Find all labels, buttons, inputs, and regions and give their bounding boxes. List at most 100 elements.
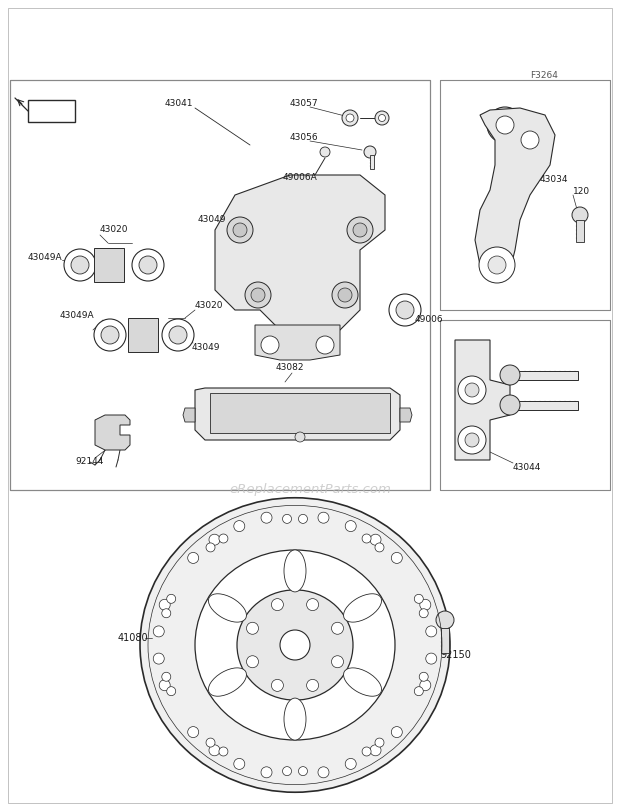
Circle shape bbox=[209, 744, 220, 756]
Ellipse shape bbox=[284, 698, 306, 740]
Ellipse shape bbox=[251, 288, 265, 302]
Circle shape bbox=[487, 107, 523, 143]
Circle shape bbox=[247, 656, 259, 667]
Circle shape bbox=[261, 336, 279, 354]
Text: 41080: 41080 bbox=[118, 633, 149, 643]
Text: 43049A: 43049A bbox=[28, 254, 63, 263]
Text: 43049: 43049 bbox=[192, 344, 221, 353]
Ellipse shape bbox=[396, 301, 414, 319]
Circle shape bbox=[362, 747, 371, 756]
Ellipse shape bbox=[71, 256, 89, 274]
Circle shape bbox=[283, 766, 291, 775]
Circle shape bbox=[370, 534, 381, 545]
Circle shape bbox=[234, 758, 245, 770]
Ellipse shape bbox=[343, 594, 381, 622]
Circle shape bbox=[298, 766, 308, 775]
Ellipse shape bbox=[347, 217, 373, 243]
Circle shape bbox=[167, 594, 175, 603]
Circle shape bbox=[458, 376, 486, 404]
Ellipse shape bbox=[332, 282, 358, 308]
Text: 43044: 43044 bbox=[513, 464, 541, 473]
Ellipse shape bbox=[162, 319, 194, 351]
Text: 43082: 43082 bbox=[276, 363, 304, 372]
Circle shape bbox=[162, 672, 170, 681]
Polygon shape bbox=[215, 175, 385, 330]
Bar bbox=[441, 628, 449, 653]
Text: 43049: 43049 bbox=[198, 216, 226, 225]
Circle shape bbox=[391, 552, 402, 564]
Ellipse shape bbox=[343, 668, 381, 696]
Circle shape bbox=[219, 747, 228, 756]
Ellipse shape bbox=[245, 282, 271, 308]
Polygon shape bbox=[183, 408, 195, 422]
Circle shape bbox=[298, 514, 308, 523]
Circle shape bbox=[159, 680, 170, 691]
Bar bbox=[370, 155, 374, 169]
Circle shape bbox=[500, 395, 520, 415]
Text: 49006: 49006 bbox=[415, 315, 444, 324]
Circle shape bbox=[283, 514, 291, 523]
Polygon shape bbox=[255, 325, 340, 360]
Circle shape bbox=[295, 432, 305, 442]
Text: 49006A: 49006A bbox=[283, 174, 317, 182]
Circle shape bbox=[307, 599, 319, 611]
Bar bbox=[128, 318, 158, 352]
Circle shape bbox=[364, 146, 376, 158]
Circle shape bbox=[206, 738, 215, 747]
Circle shape bbox=[426, 626, 436, 637]
Ellipse shape bbox=[64, 249, 96, 281]
Text: 43020: 43020 bbox=[195, 301, 223, 310]
Bar bbox=[576, 220, 584, 242]
Polygon shape bbox=[10, 80, 430, 490]
Circle shape bbox=[318, 767, 329, 778]
Ellipse shape bbox=[195, 550, 395, 740]
Text: F3264: F3264 bbox=[530, 71, 558, 79]
Circle shape bbox=[261, 767, 272, 778]
Text: 43034: 43034 bbox=[540, 175, 569, 184]
Ellipse shape bbox=[237, 590, 353, 700]
Text: 92150: 92150 bbox=[440, 650, 471, 660]
Circle shape bbox=[332, 656, 343, 667]
Circle shape bbox=[209, 534, 220, 545]
Circle shape bbox=[419, 609, 428, 618]
Circle shape bbox=[375, 111, 389, 125]
Circle shape bbox=[316, 336, 334, 354]
Text: 120: 120 bbox=[573, 187, 590, 196]
Bar bbox=[508, 401, 578, 410]
Bar bbox=[508, 371, 578, 380]
Text: eReplacementParts.com: eReplacementParts.com bbox=[229, 483, 391, 496]
Circle shape bbox=[272, 599, 283, 611]
Circle shape bbox=[479, 247, 515, 283]
Text: 43057: 43057 bbox=[290, 100, 319, 109]
Polygon shape bbox=[28, 100, 75, 122]
Circle shape bbox=[391, 727, 402, 737]
Circle shape bbox=[272, 680, 283, 691]
Circle shape bbox=[342, 110, 358, 126]
Circle shape bbox=[261, 513, 272, 523]
Circle shape bbox=[219, 534, 228, 543]
Text: 92144: 92144 bbox=[75, 457, 104, 466]
Circle shape bbox=[458, 426, 486, 454]
Polygon shape bbox=[400, 408, 412, 422]
Circle shape bbox=[247, 622, 259, 634]
Ellipse shape bbox=[227, 217, 253, 243]
Circle shape bbox=[318, 513, 329, 523]
Circle shape bbox=[162, 609, 170, 618]
Ellipse shape bbox=[94, 319, 126, 351]
Polygon shape bbox=[95, 415, 130, 450]
Polygon shape bbox=[195, 388, 400, 440]
Text: 43020: 43020 bbox=[100, 225, 128, 234]
Circle shape bbox=[426, 653, 436, 664]
Circle shape bbox=[346, 114, 354, 122]
Circle shape bbox=[420, 680, 431, 691]
Ellipse shape bbox=[132, 249, 164, 281]
Text: 43049A: 43049A bbox=[60, 311, 95, 320]
Circle shape bbox=[414, 687, 423, 696]
Circle shape bbox=[307, 680, 319, 691]
Circle shape bbox=[414, 594, 423, 603]
Ellipse shape bbox=[338, 288, 352, 302]
Ellipse shape bbox=[353, 223, 367, 237]
Circle shape bbox=[419, 672, 428, 681]
Text: 43041: 43041 bbox=[165, 100, 193, 109]
Circle shape bbox=[345, 521, 356, 531]
